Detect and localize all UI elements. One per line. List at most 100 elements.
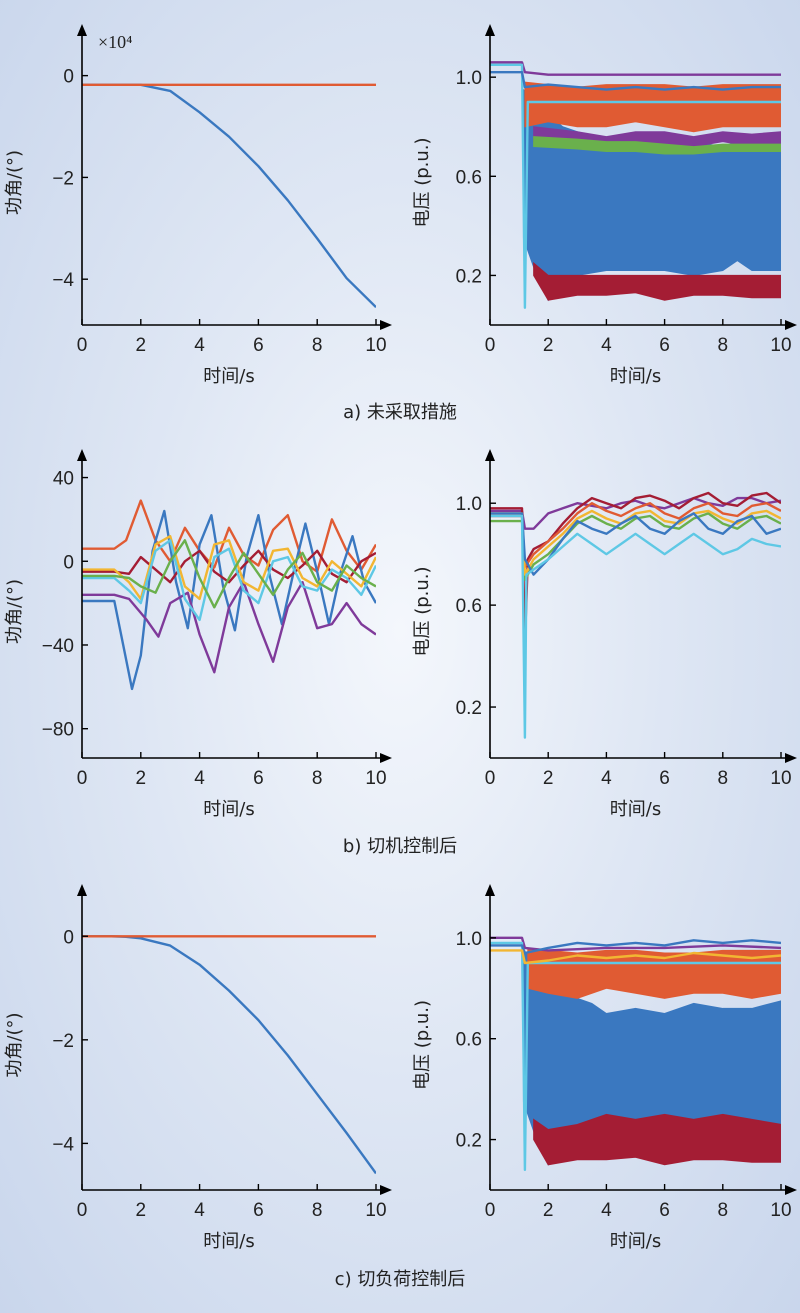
x-tick-label: 4 <box>194 335 205 356</box>
series-line-4 <box>82 535 376 601</box>
x-tick-label: 0 <box>77 335 88 356</box>
y-tick-label: 0.6 <box>456 596 482 617</box>
x-tick-label: 6 <box>253 1200 264 1221</box>
series-line-1 <box>490 941 781 1171</box>
y-tick-label: 0.2 <box>456 698 482 719</box>
y-tick-label: −4 <box>52 270 74 291</box>
x-tick-label: 6 <box>253 335 264 356</box>
oscillation-band-1 <box>533 1113 781 1166</box>
y-tick-label: 0.2 <box>456 1131 482 1152</box>
panel-a-right: 0 2 4 6 8 10 1.0 0.6 0.2 时间/s 电压 (p.u.) <box>412 24 797 387</box>
caption-c: c) 切负荷控制后 <box>335 1269 466 1290</box>
oscillation-band-2 <box>524 81 781 133</box>
x-tick-label: 4 <box>194 1200 205 1221</box>
x-axis-arrow-icon <box>785 1185 797 1195</box>
x-axis-label: 时间/s <box>610 366 661 387</box>
y-tick-label: 40 <box>53 469 74 490</box>
panel-b-left: 0 2 4 6 8 10 40 0 −40 −80 时间/s 功角/(°) <box>4 449 392 820</box>
x-tick-label: 4 <box>601 768 612 789</box>
series-line-5 <box>82 539 376 622</box>
panel-c-left: 0 2 4 6 8 10 0 −2 −4 时间/s 功角/(°) <box>4 884 392 1252</box>
panel-b-right: 0 2 4 6 8 10 1.0 0.6 0.2 时间/s 电压 (p.u.) <box>412 449 797 820</box>
y-axis-label: 电压 (p.u.) <box>412 137 433 227</box>
series-line-3 <box>82 549 376 584</box>
x-tick-label: 0 <box>77 768 88 789</box>
x-tick-label: 0 <box>485 1200 496 1221</box>
x-axis-arrow-icon <box>380 320 392 330</box>
panel-c-right: 0 2 4 6 8 10 1.0 0.6 0.2 时间/s 电压 (p.u.) <box>412 884 797 1252</box>
x-axis-label: 时间/s <box>203 1231 254 1252</box>
y-tick-label: −80 <box>42 720 74 741</box>
y-axis-label: 功角/(°) <box>4 579 25 644</box>
x-tick-label: 4 <box>194 768 205 789</box>
series-line-0 <box>82 499 376 573</box>
y-axis-label: 电压 (p.u.) <box>412 1000 433 1090</box>
y-axis-arrow-icon <box>77 24 87 36</box>
series-line-0 <box>82 83 376 309</box>
y-tick-label: −2 <box>52 168 74 189</box>
y-tick-label: 1.0 <box>456 68 482 89</box>
x-axis-label: 时间/s <box>203 799 254 820</box>
plot-area <box>490 491 781 739</box>
caption-b: b) 切机控制后 <box>343 836 457 857</box>
x-axis-label: 时间/s <box>610 799 661 820</box>
y-axis-arrow-icon <box>77 884 87 896</box>
series-line-3 <box>490 949 781 965</box>
y-axis-label: 电压 (p.u.) <box>412 566 433 656</box>
plot-area <box>490 61 781 309</box>
series-line-2 <box>490 71 781 91</box>
x-tick-label: 6 <box>659 335 670 356</box>
x-tick-label: 6 <box>659 768 670 789</box>
x-tick-label: 0 <box>77 1200 88 1221</box>
y-tick-label: 0 <box>63 927 74 948</box>
y-axis-arrow-icon <box>485 449 495 461</box>
x-tick-label: 10 <box>770 335 791 356</box>
x-tick-label: 8 <box>312 768 323 789</box>
series-line-1 <box>490 491 781 645</box>
x-tick-label: 10 <box>770 1200 791 1221</box>
x-tick-label: 10 <box>365 335 386 356</box>
plot-area <box>490 936 781 1171</box>
panel-a-left: 0 2 4 6 8 10 0 −2 −4 时间/s 功角/(°) <box>4 24 392 387</box>
x-tick-label: 2 <box>543 768 554 789</box>
x-tick-label: 10 <box>365 768 386 789</box>
series-line-1 <box>490 63 781 309</box>
x-tick-label: 2 <box>136 768 147 789</box>
y-tick-label: −40 <box>42 636 74 657</box>
x-tick-label: 10 <box>770 768 791 789</box>
plot-area <box>82 935 376 1175</box>
y-tick-label: 0.6 <box>456 1030 482 1051</box>
y-tick-label: 0.6 <box>456 167 482 188</box>
x-tick-label: 6 <box>659 1200 670 1221</box>
series-line-0 <box>490 61 781 76</box>
x-tick-label: 0 <box>485 768 496 789</box>
series-line-0 <box>490 936 781 952</box>
y-tick-label: 0 <box>63 67 74 88</box>
caption-a: a) 未采取措施 <box>343 402 457 423</box>
x-tick-label: 4 <box>601 1200 612 1221</box>
x-tick-label: 0 <box>485 335 496 356</box>
x-tick-label: 8 <box>718 1200 729 1221</box>
y-axis-arrow-icon <box>485 24 495 36</box>
y-axis-label: 功角/(°) <box>4 150 25 215</box>
x-tick-label: 4 <box>601 335 612 356</box>
series-line-4 <box>490 509 781 576</box>
x-tick-label: 8 <box>312 335 323 356</box>
x-tick-label: 8 <box>312 1200 323 1221</box>
x-axis-label: 时间/s <box>610 1231 661 1252</box>
series-line-5 <box>490 512 781 576</box>
series-line-6 <box>490 514 781 739</box>
y-tick-label: 1.0 <box>456 494 482 515</box>
x-tick-label: 8 <box>718 768 729 789</box>
series-line-0 <box>82 935 376 1175</box>
series-line-0 <box>490 496 781 530</box>
y-tick-label: 1.0 <box>456 929 482 950</box>
y-axis-label: 功角/(°) <box>4 1012 25 1077</box>
series-line-6 <box>82 539 376 609</box>
plot-area <box>82 499 376 691</box>
y-tick-label: −2 <box>52 1031 74 1052</box>
plot-area <box>82 83 376 309</box>
x-tick-label: 8 <box>718 335 729 356</box>
series-line-3 <box>490 512 781 581</box>
